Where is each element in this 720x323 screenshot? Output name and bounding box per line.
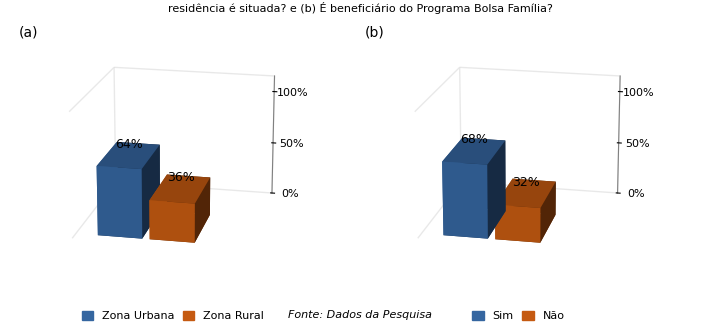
Text: Fonte: Dados da Pesquisa: Fonte: Dados da Pesquisa (288, 310, 432, 320)
Text: residência é situada? e (b) É beneficiário do Programa Bolsa Família?: residência é situada? e (b) É beneficiár… (168, 2, 552, 14)
Legend: Zona Urbana, Zona Rural: Zona Urbana, Zona Rural (77, 307, 269, 323)
Text: (a): (a) (19, 26, 39, 40)
Legend: Sim, Não: Sim, Não (468, 307, 569, 323)
Text: (b): (b) (365, 26, 384, 40)
